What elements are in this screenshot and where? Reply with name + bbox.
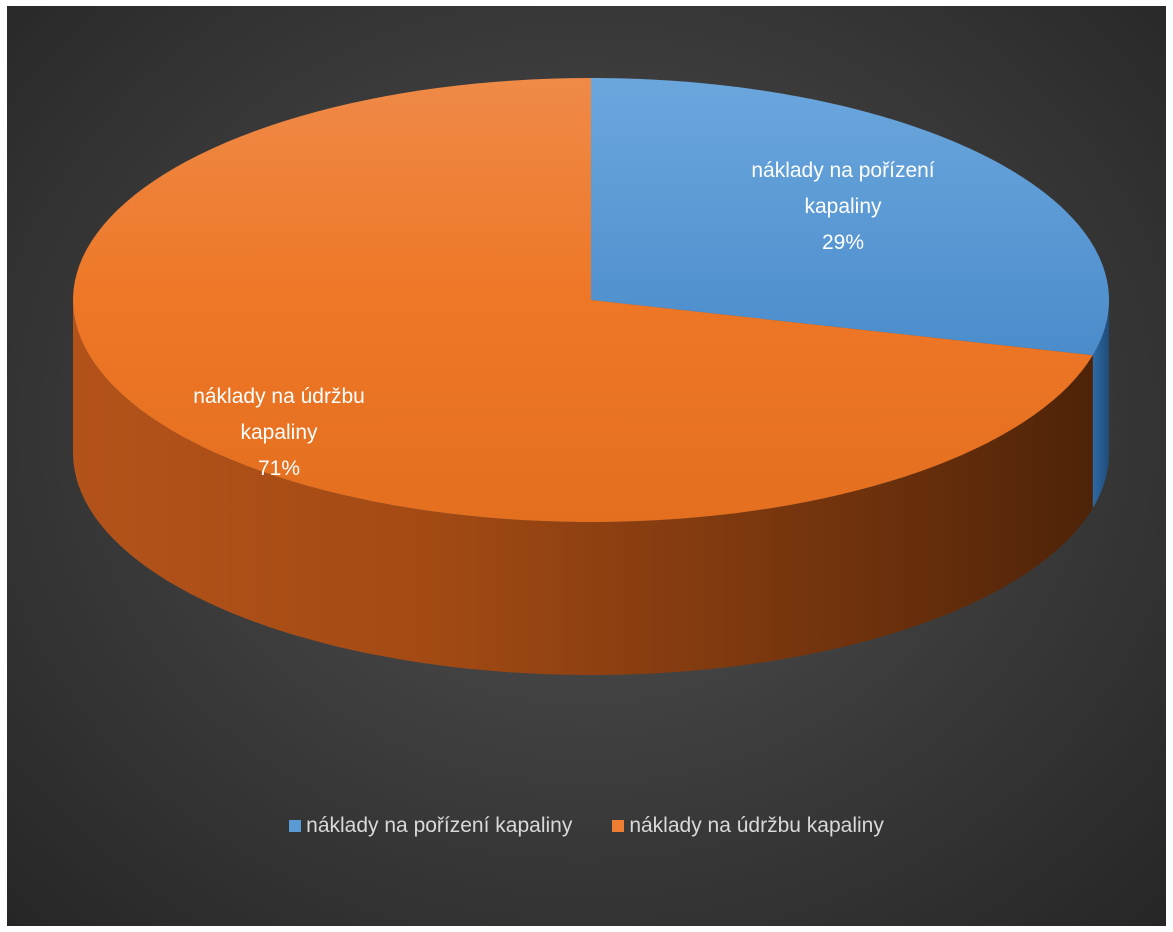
legend-label-udrzba: náklady na údržbu kapaliny [629,814,884,837]
legend: náklady na pořízení kapaliny náklady na … [7,814,1166,838]
legend-swatch-porizeni [289,820,302,832]
data-label-line: kapaliny [240,421,318,444]
data-label-percent: 71% [258,457,300,480]
data-label-line: náklady na pořízení [751,159,934,182]
legend-label-porizeni: náklady na pořízení kapaliny [306,814,573,837]
pie-side-porizeni [1092,300,1109,509]
pie-chart: náklady na pořízení kapaliny 29%náklady na… [73,78,1109,675]
legend-item-porizeni: náklady na pořízení kapaliny [289,814,572,838]
pie-slice-udrzba [73,78,1093,522]
pie-side-udrzba [73,300,1093,675]
data-label-line: náklady na údržbu [193,385,365,408]
legend-swatch-udrzba [612,820,625,832]
pie-slice-porizeni [591,78,1109,356]
data-label-percent: 29% [822,231,864,254]
data-label-line: kapaliny [804,195,882,218]
chart-area: náklady na pořízení kapaliny 29% náklady na… [7,6,1166,926]
legend-item-udrzba: náklady na údržbu kapaliny [612,814,884,838]
data-label-porizeni: náklady na pořízení kapaliny 29% [751,159,934,254]
data-label-udrzba: náklady na údržbu kapaliny 71% [193,385,365,480]
